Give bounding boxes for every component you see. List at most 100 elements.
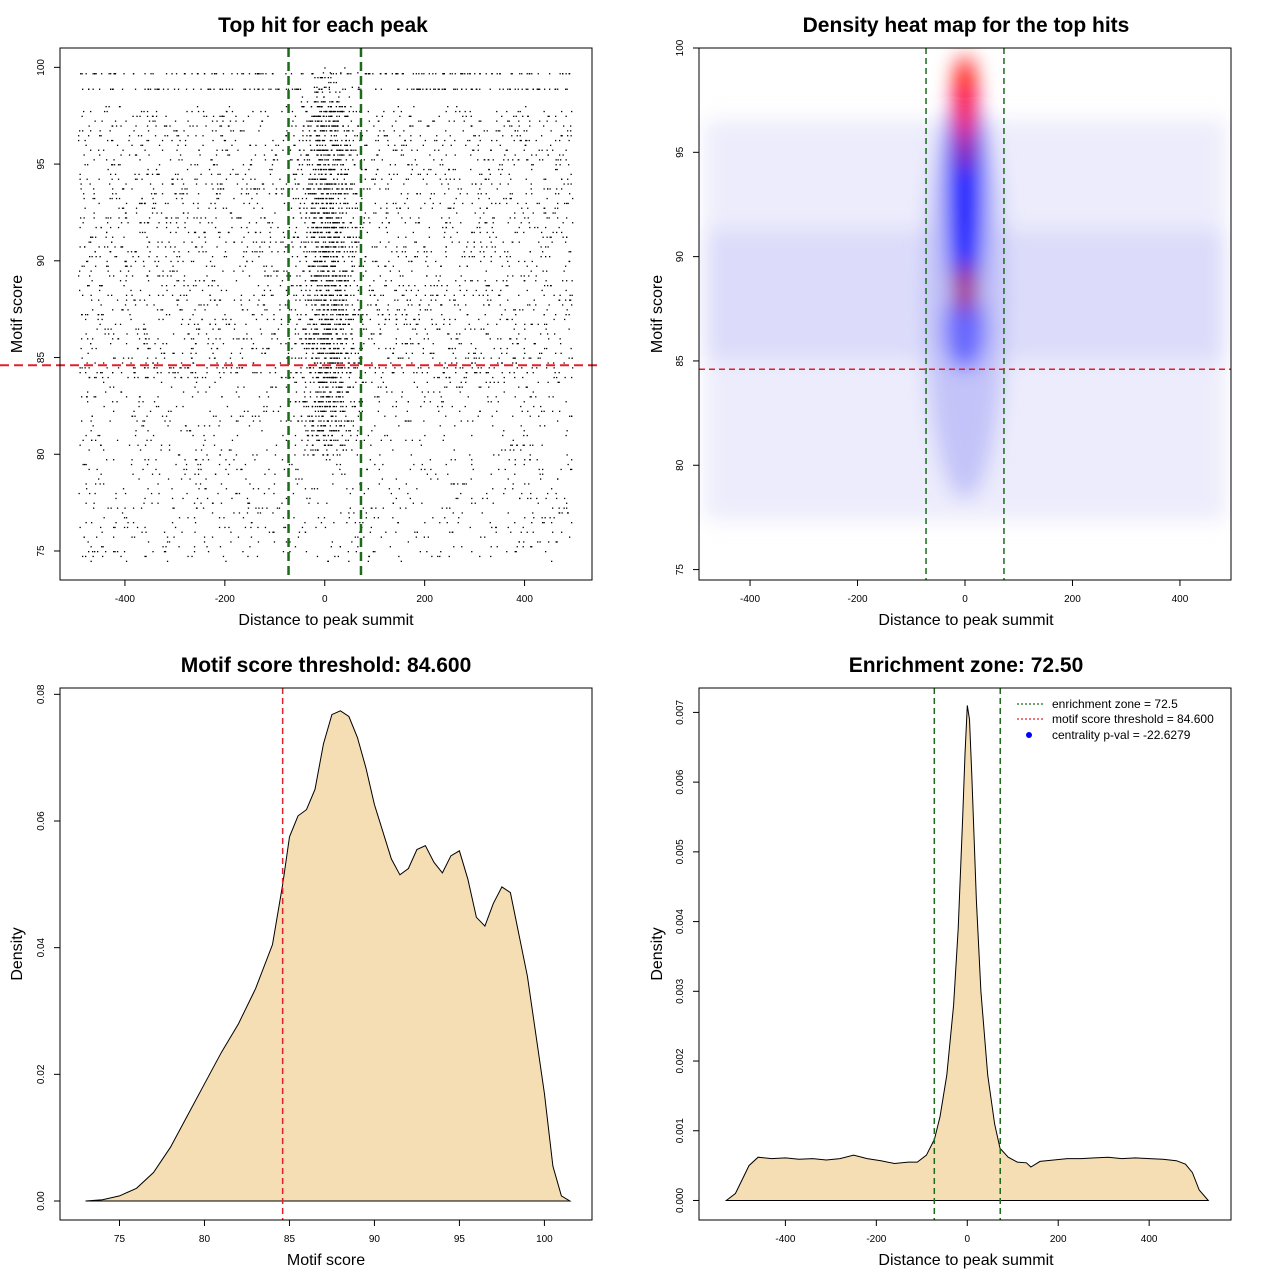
scatter-point bbox=[310, 318, 313, 321]
scatter-point bbox=[503, 376, 505, 379]
scatter-point bbox=[546, 149, 548, 151]
scatter-point bbox=[295, 381, 298, 383]
scatter-point bbox=[167, 425, 169, 427]
scatter-point bbox=[486, 231, 488, 234]
scatter-point bbox=[307, 430, 309, 432]
scatter-point bbox=[319, 115, 322, 117]
scatter-point bbox=[185, 294, 188, 296]
scatter-point bbox=[100, 444, 102, 446]
scatter-point bbox=[318, 372, 321, 374]
scatter-point bbox=[381, 222, 383, 224]
scatter-point bbox=[334, 260, 336, 263]
scatter-point bbox=[235, 115, 237, 117]
scatter-point bbox=[218, 372, 221, 374]
scatter-point bbox=[228, 231, 230, 234]
scatter-point bbox=[339, 314, 341, 316]
scatter-point bbox=[361, 318, 363, 321]
scatter-point bbox=[191, 110, 193, 113]
scatter-point bbox=[92, 309, 94, 311]
scatter-point bbox=[91, 522, 93, 524]
scatter-point bbox=[177, 260, 179, 263]
scatter-point bbox=[324, 256, 327, 258]
scatter-point bbox=[104, 328, 106, 330]
scatter-point bbox=[250, 536, 253, 538]
scatter-point bbox=[500, 289, 502, 292]
scatter-point bbox=[450, 207, 452, 209]
scatter-point bbox=[349, 222, 351, 224]
scatter-point bbox=[366, 144, 368, 146]
scatter-point bbox=[225, 256, 228, 258]
scatter-point bbox=[331, 125, 333, 127]
scatter-point bbox=[327, 217, 329, 219]
scatter-point bbox=[313, 222, 316, 224]
scatter-point bbox=[340, 512, 342, 514]
scatter-point bbox=[184, 459, 186, 461]
scatter-point bbox=[90, 270, 92, 272]
scatter-point bbox=[348, 362, 350, 364]
scatter-point bbox=[269, 241, 272, 243]
scatter-point bbox=[299, 246, 302, 248]
scatter-point bbox=[316, 555, 319, 558]
scatter-point bbox=[200, 173, 202, 175]
scatter-point bbox=[561, 531, 563, 533]
scatter-point bbox=[186, 367, 189, 369]
scatter-point bbox=[374, 183, 376, 185]
scatter-point bbox=[88, 241, 90, 243]
scatter-point bbox=[192, 285, 195, 287]
scatter-point bbox=[440, 551, 442, 553]
scatter-point bbox=[134, 173, 136, 175]
scatter-point bbox=[232, 168, 234, 171]
scatter-point bbox=[328, 362, 330, 364]
scatter-point bbox=[559, 154, 561, 156]
scatter-point bbox=[351, 256, 353, 258]
scatter-point bbox=[165, 285, 168, 287]
scatter-point bbox=[380, 386, 382, 388]
scatter-point bbox=[191, 396, 194, 398]
scatter-point bbox=[341, 275, 343, 277]
scatter-point bbox=[473, 352, 475, 354]
scatter-point bbox=[338, 217, 340, 219]
scatter-point bbox=[303, 202, 306, 205]
scatter-point bbox=[147, 541, 150, 543]
scatter-point bbox=[527, 304, 529, 306]
scatter-point bbox=[546, 323, 548, 325]
scatter-point bbox=[485, 285, 487, 287]
scatter-point bbox=[174, 246, 176, 248]
scatter-point bbox=[333, 430, 335, 432]
scatter-point bbox=[275, 154, 278, 156]
scatter-point bbox=[137, 135, 140, 137]
scatter-point bbox=[450, 483, 452, 485]
scatter-point bbox=[356, 285, 358, 287]
scatter-point bbox=[81, 115, 83, 117]
scatter-point bbox=[294, 434, 297, 437]
scatter-point bbox=[267, 115, 269, 117]
scatter-point bbox=[308, 217, 311, 219]
scatter-point bbox=[78, 492, 80, 495]
scatter-point bbox=[357, 415, 359, 417]
scatter-point bbox=[379, 454, 381, 456]
scatter-point bbox=[307, 454, 309, 456]
scatter-point bbox=[312, 444, 314, 446]
scatter-point bbox=[363, 343, 365, 345]
scatter-point bbox=[173, 270, 175, 272]
scatter-point bbox=[156, 226, 158, 229]
scatter-point bbox=[194, 531, 196, 533]
scatter-point bbox=[84, 164, 86, 166]
scatter-point bbox=[439, 425, 441, 427]
scatter-point bbox=[325, 120, 327, 122]
scatter-point bbox=[84, 246, 86, 248]
scatter-point bbox=[312, 420, 315, 422]
scatter-point bbox=[466, 314, 468, 316]
scatter-point bbox=[299, 260, 301, 263]
scatter-point bbox=[427, 338, 429, 340]
scatter-point bbox=[340, 246, 342, 248]
scatter-point bbox=[166, 541, 169, 543]
scatter-point bbox=[339, 391, 341, 393]
scatter-point bbox=[145, 531, 147, 533]
scatter-point bbox=[416, 149, 418, 151]
scatter-point bbox=[125, 217, 128, 219]
scatter-point bbox=[233, 459, 235, 461]
scatter-point bbox=[527, 207, 529, 209]
scatter-point bbox=[300, 289, 303, 292]
scatter-point bbox=[211, 280, 214, 282]
